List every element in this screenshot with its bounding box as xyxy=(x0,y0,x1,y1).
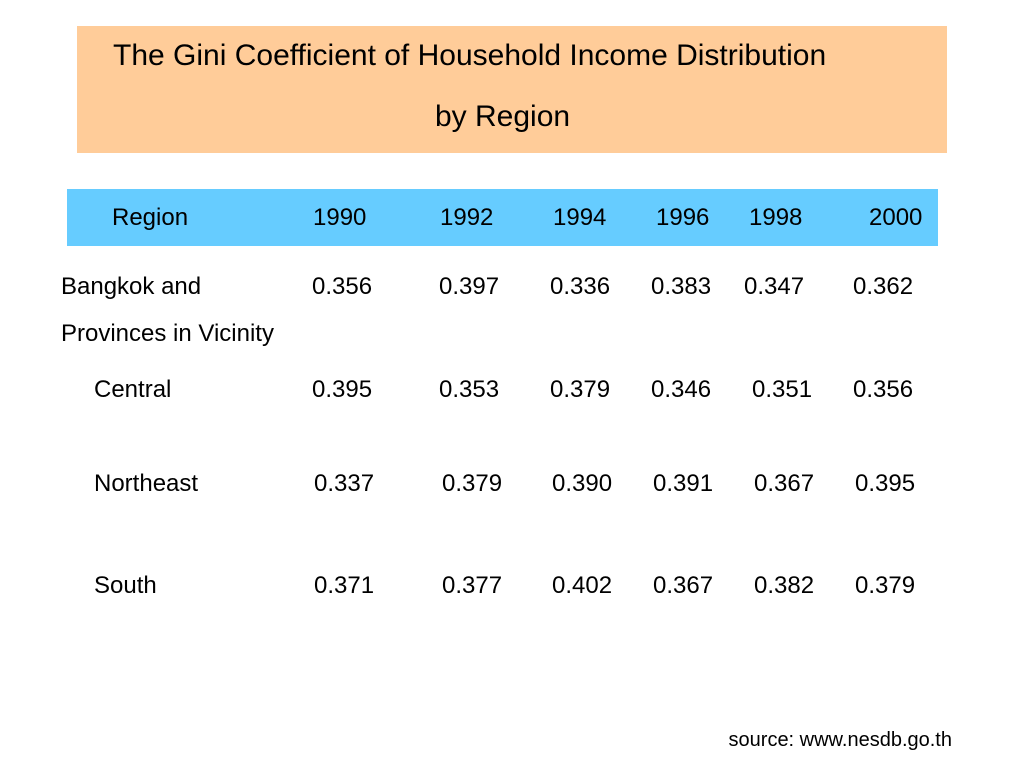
value-cell: 0.390 xyxy=(552,470,613,497)
page-subtitle: by Region xyxy=(435,100,571,133)
value-cell: 0.336 xyxy=(550,273,611,300)
value-cell: 0.377 xyxy=(442,572,503,599)
value-cell: 0.353 xyxy=(439,376,500,403)
value-cell: 0.379 xyxy=(550,376,611,403)
header-year: 1998 xyxy=(749,204,803,231)
header-year: 2000 xyxy=(869,204,923,231)
page-title: The Gini Coefficient of Household Income… xyxy=(113,39,827,72)
value-cell: 0.367 xyxy=(754,470,815,497)
header-region: Region xyxy=(112,204,189,231)
header-year: 1994 xyxy=(553,204,607,231)
value-cell: 0.395 xyxy=(855,470,916,497)
value-cell: 0.337 xyxy=(314,470,375,497)
value-cell: 0.356 xyxy=(853,376,914,403)
region-name: Central xyxy=(94,376,172,403)
value-cell: 0.367 xyxy=(653,572,714,599)
value-cell: 0.356 xyxy=(312,273,373,300)
value-cell: 0.379 xyxy=(442,470,503,497)
source-note: source: www.nesdb.go.th xyxy=(728,729,952,751)
region-name: Bangkok and xyxy=(61,273,202,300)
header-year: 1992 xyxy=(440,204,494,231)
region-name: Northeast xyxy=(94,470,199,497)
value-cell: 0.347 xyxy=(744,273,805,300)
value-cell: 0.346 xyxy=(651,376,712,403)
value-cell: 0.362 xyxy=(853,273,914,300)
value-cell: 0.382 xyxy=(754,572,815,599)
title-box: The Gini Coefficient of Household Income… xyxy=(77,26,947,153)
value-cell: 0.379 xyxy=(855,572,916,599)
value-cell: 0.383 xyxy=(651,273,712,300)
value-cell: 0.397 xyxy=(439,273,500,300)
region-name: South xyxy=(94,572,157,599)
table-header: Region 1990 1992 1994 1996 1998 2000 xyxy=(67,189,938,246)
header-year: 1990 xyxy=(313,204,367,231)
region-name-continued: Provinces in Vicinity xyxy=(61,320,274,347)
value-cell: 0.351 xyxy=(752,376,813,403)
value-cell: 0.371 xyxy=(314,572,375,599)
value-cell: 0.391 xyxy=(653,470,714,497)
value-cell: 0.402 xyxy=(552,572,613,599)
value-cell: 0.395 xyxy=(312,376,373,403)
header-year: 1996 xyxy=(656,204,710,231)
